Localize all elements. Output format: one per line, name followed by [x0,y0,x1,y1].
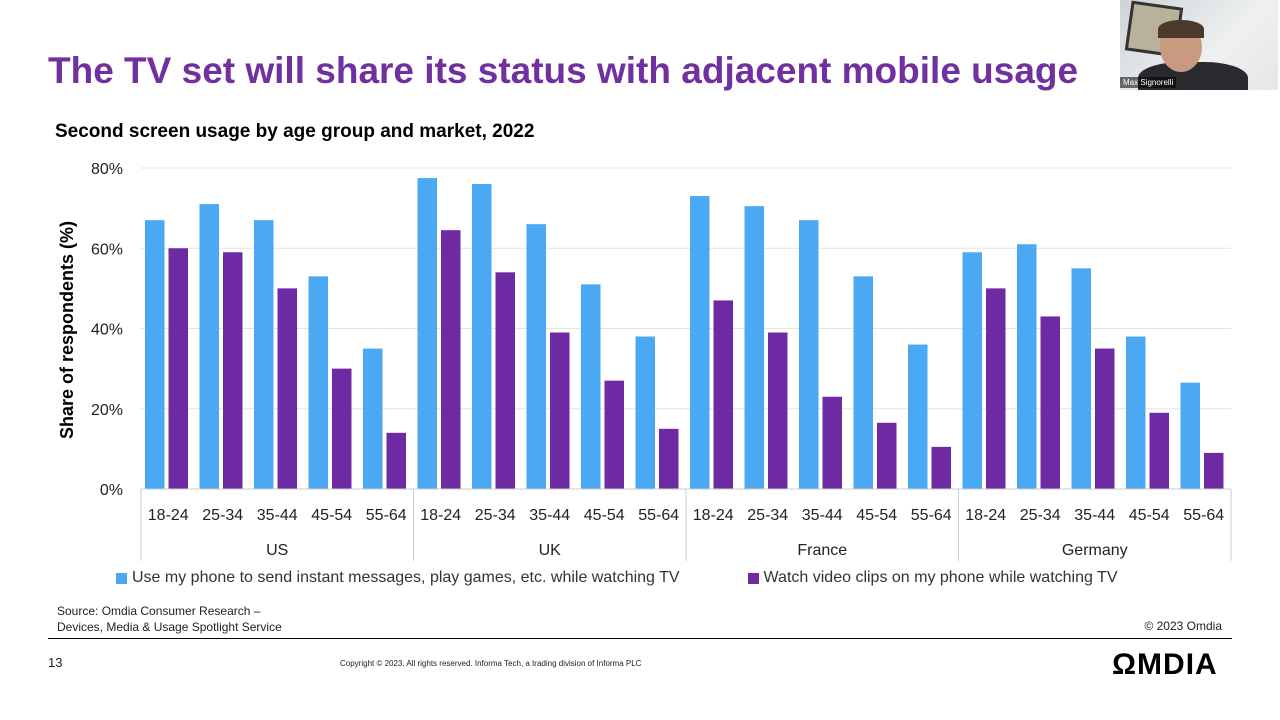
bar-video [713,300,733,489]
bar-video [931,446,951,489]
bar-video [659,428,679,489]
x-tick-label: 25-34 [1020,507,1061,524]
x-tick-label: 55-64 [1183,507,1224,524]
source-line-2: Devices, Media & Usage Spotlight Service [57,620,282,634]
bar-messages [145,220,165,489]
x-tick-label: 25-34 [747,507,788,524]
omdia-logo: ΩMDIA [1112,648,1218,681]
webcam-video: Max Signorelli [1120,0,1278,90]
bar-video [822,396,842,489]
x-tick-label: 55-64 [366,507,407,524]
bar-messages [1017,244,1037,489]
bar-messages [363,348,383,489]
chart-copyright: © 2023 Omdia [1144,619,1222,633]
bar-messages [308,276,328,489]
x-tick-label: 45-54 [1129,507,1170,524]
bar-video [441,230,461,489]
group-label: UK [539,542,562,559]
x-tick-label: 55-64 [911,507,952,524]
bar-video [168,248,188,489]
legend-swatch-blue [116,572,127,584]
bar-video [986,288,1006,489]
x-tick-label: 35-44 [257,507,298,524]
source-note: Source: Omdia Consumer Research – Device… [57,603,282,635]
bar-video [1095,348,1115,489]
bar-messages [635,336,655,489]
bar-messages [417,178,437,489]
bar-video [604,380,624,489]
bar-chart: Share of respondents (%) 0% 20% 40% 60% 80% U… [57,161,1232,561]
x-tick-label: 35-44 [802,507,843,524]
group-label: US [266,542,288,559]
footer-copyright: Copyright © 2023. All rights reserved. I… [340,659,642,668]
bar-messages [908,344,928,489]
bar-video [550,332,570,489]
y-tick-label: 80% [91,161,123,178]
page-number: 13 [48,655,63,670]
bar-video [1204,452,1224,489]
bar-messages [690,196,710,489]
chart-title: Second screen usage by age group and mar… [55,121,535,142]
participant-name: Max Signorelli [1120,77,1177,88]
y-tick-label: 20% [91,402,123,419]
x-tick-label: 18-24 [965,507,1006,524]
bar-messages [1071,268,1091,489]
legend-item-messages: Use my phone to send instant messages, p… [116,569,680,587]
bar-messages [1126,336,1146,489]
bar-messages [199,204,219,490]
x-tick-label: 18-24 [693,507,734,524]
x-tick-label: 45-54 [584,507,625,524]
bar-messages [526,224,546,490]
bar-messages [799,220,819,489]
bar-video [768,332,788,489]
bar-video [877,422,897,489]
bar-messages [581,284,601,489]
bar-video [1040,316,1060,489]
legend-swatch-purple [747,572,759,584]
x-tick-label: 45-54 [311,507,352,524]
x-tick-label: 35-44 [1074,507,1115,524]
bar-messages [1180,382,1200,489]
footer-divider [48,638,1232,639]
group-label: Germany [1062,542,1128,559]
bar-messages [254,220,274,489]
legend-label: Watch video clips on my phone while watc… [763,569,1118,586]
bar-video [386,432,406,489]
bar-video [1149,412,1169,489]
bar-video [332,368,352,489]
x-tick-label: 18-24 [148,507,189,524]
x-tick-label: 25-34 [475,507,516,524]
x-tick-label: 18-24 [420,507,461,524]
x-tick-label: 25-34 [202,507,243,524]
bar-video [277,288,297,489]
x-tick-label: 45-54 [856,507,897,524]
bar-messages [472,184,492,490]
y-tick-label: 40% [91,322,123,339]
source-line-1: Source: Omdia Consumer Research – [57,604,261,618]
bar-messages [962,252,982,489]
bar-messages [744,206,764,489]
chart-legend: Use my phone to send instant messages, p… [116,569,1118,587]
legend-label: Use my phone to send instant messages, p… [132,569,680,586]
x-tick-label: 55-64 [638,507,679,524]
bar-messages [853,276,873,489]
y-tick-label: 60% [91,241,123,258]
legend-item-video: Watch video clips on my phone while watc… [747,569,1118,587]
bar-video [495,272,515,489]
y-tick-label: 0% [100,482,123,499]
slide-title: The TV set will share its status with ad… [48,50,1079,91]
bar-video [223,252,243,489]
x-tick-label: 35-44 [529,507,570,524]
group-label: France [797,542,847,559]
participant-hair [1158,20,1204,38]
y-axis-label: Share of respondents (%) [57,221,77,439]
